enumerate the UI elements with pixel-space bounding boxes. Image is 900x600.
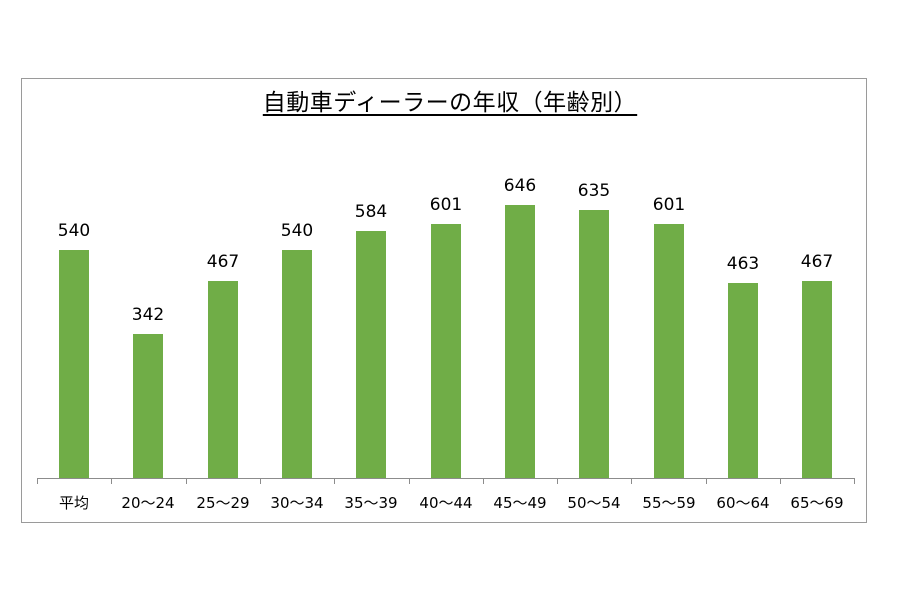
x-axis-category-label: 55～59 <box>642 494 696 512</box>
x-axis-category-label: 25～29 <box>196 494 250 512</box>
data-label: 540 <box>280 221 314 241</box>
x-axis-tick <box>111 478 112 484</box>
data-label: 601 <box>429 195 463 215</box>
chart-title: 自動車ディーラーの年収（年齢別） <box>0 88 900 118</box>
chart-title-text: 自動車ディーラーの年収（年齢別） <box>262 90 638 116</box>
bar <box>208 281 238 478</box>
bar <box>505 205 535 478</box>
x-axis-category-label: 65～69 <box>790 494 844 512</box>
x-axis-tick <box>854 478 855 484</box>
data-label: 540 <box>57 221 91 241</box>
x-axis-tick <box>260 478 261 484</box>
x-axis-category-label: 35～39 <box>344 494 398 512</box>
x-axis-tick <box>334 478 335 484</box>
bar <box>356 231 386 478</box>
x-axis-tick <box>706 478 707 484</box>
bar <box>654 224 684 478</box>
bar <box>133 334 163 478</box>
data-label: 463 <box>726 254 760 274</box>
bar <box>59 250 89 478</box>
x-axis-category-label: 45～49 <box>493 494 547 512</box>
x-axis-tick <box>780 478 781 484</box>
x-axis-category-label: 20～24 <box>121 494 175 512</box>
x-axis-category-label: 30～34 <box>270 494 324 512</box>
bar <box>282 250 312 478</box>
bar <box>579 210 609 478</box>
x-axis-category-label: 60～64 <box>716 494 770 512</box>
x-axis-category-label: 40～44 <box>419 494 473 512</box>
data-label: 584 <box>354 202 388 222</box>
data-label: 342 <box>131 305 165 325</box>
x-axis-tick <box>557 478 558 484</box>
bar <box>431 224 461 478</box>
x-axis-category-label: 50～54 <box>567 494 621 512</box>
x-axis-tick <box>186 478 187 484</box>
bar <box>802 281 832 478</box>
x-axis-line <box>37 478 854 479</box>
data-label: 601 <box>652 195 686 215</box>
data-label: 635 <box>577 181 611 201</box>
x-axis-tick <box>631 478 632 484</box>
x-axis-tick <box>409 478 410 484</box>
data-label: 646 <box>503 176 537 196</box>
x-axis-tick <box>37 478 38 484</box>
data-label: 467 <box>800 252 834 272</box>
x-axis-category-label: 平均 <box>58 494 89 512</box>
data-label: 467 <box>206 252 240 272</box>
x-axis-tick <box>483 478 484 484</box>
bar <box>728 283 758 478</box>
